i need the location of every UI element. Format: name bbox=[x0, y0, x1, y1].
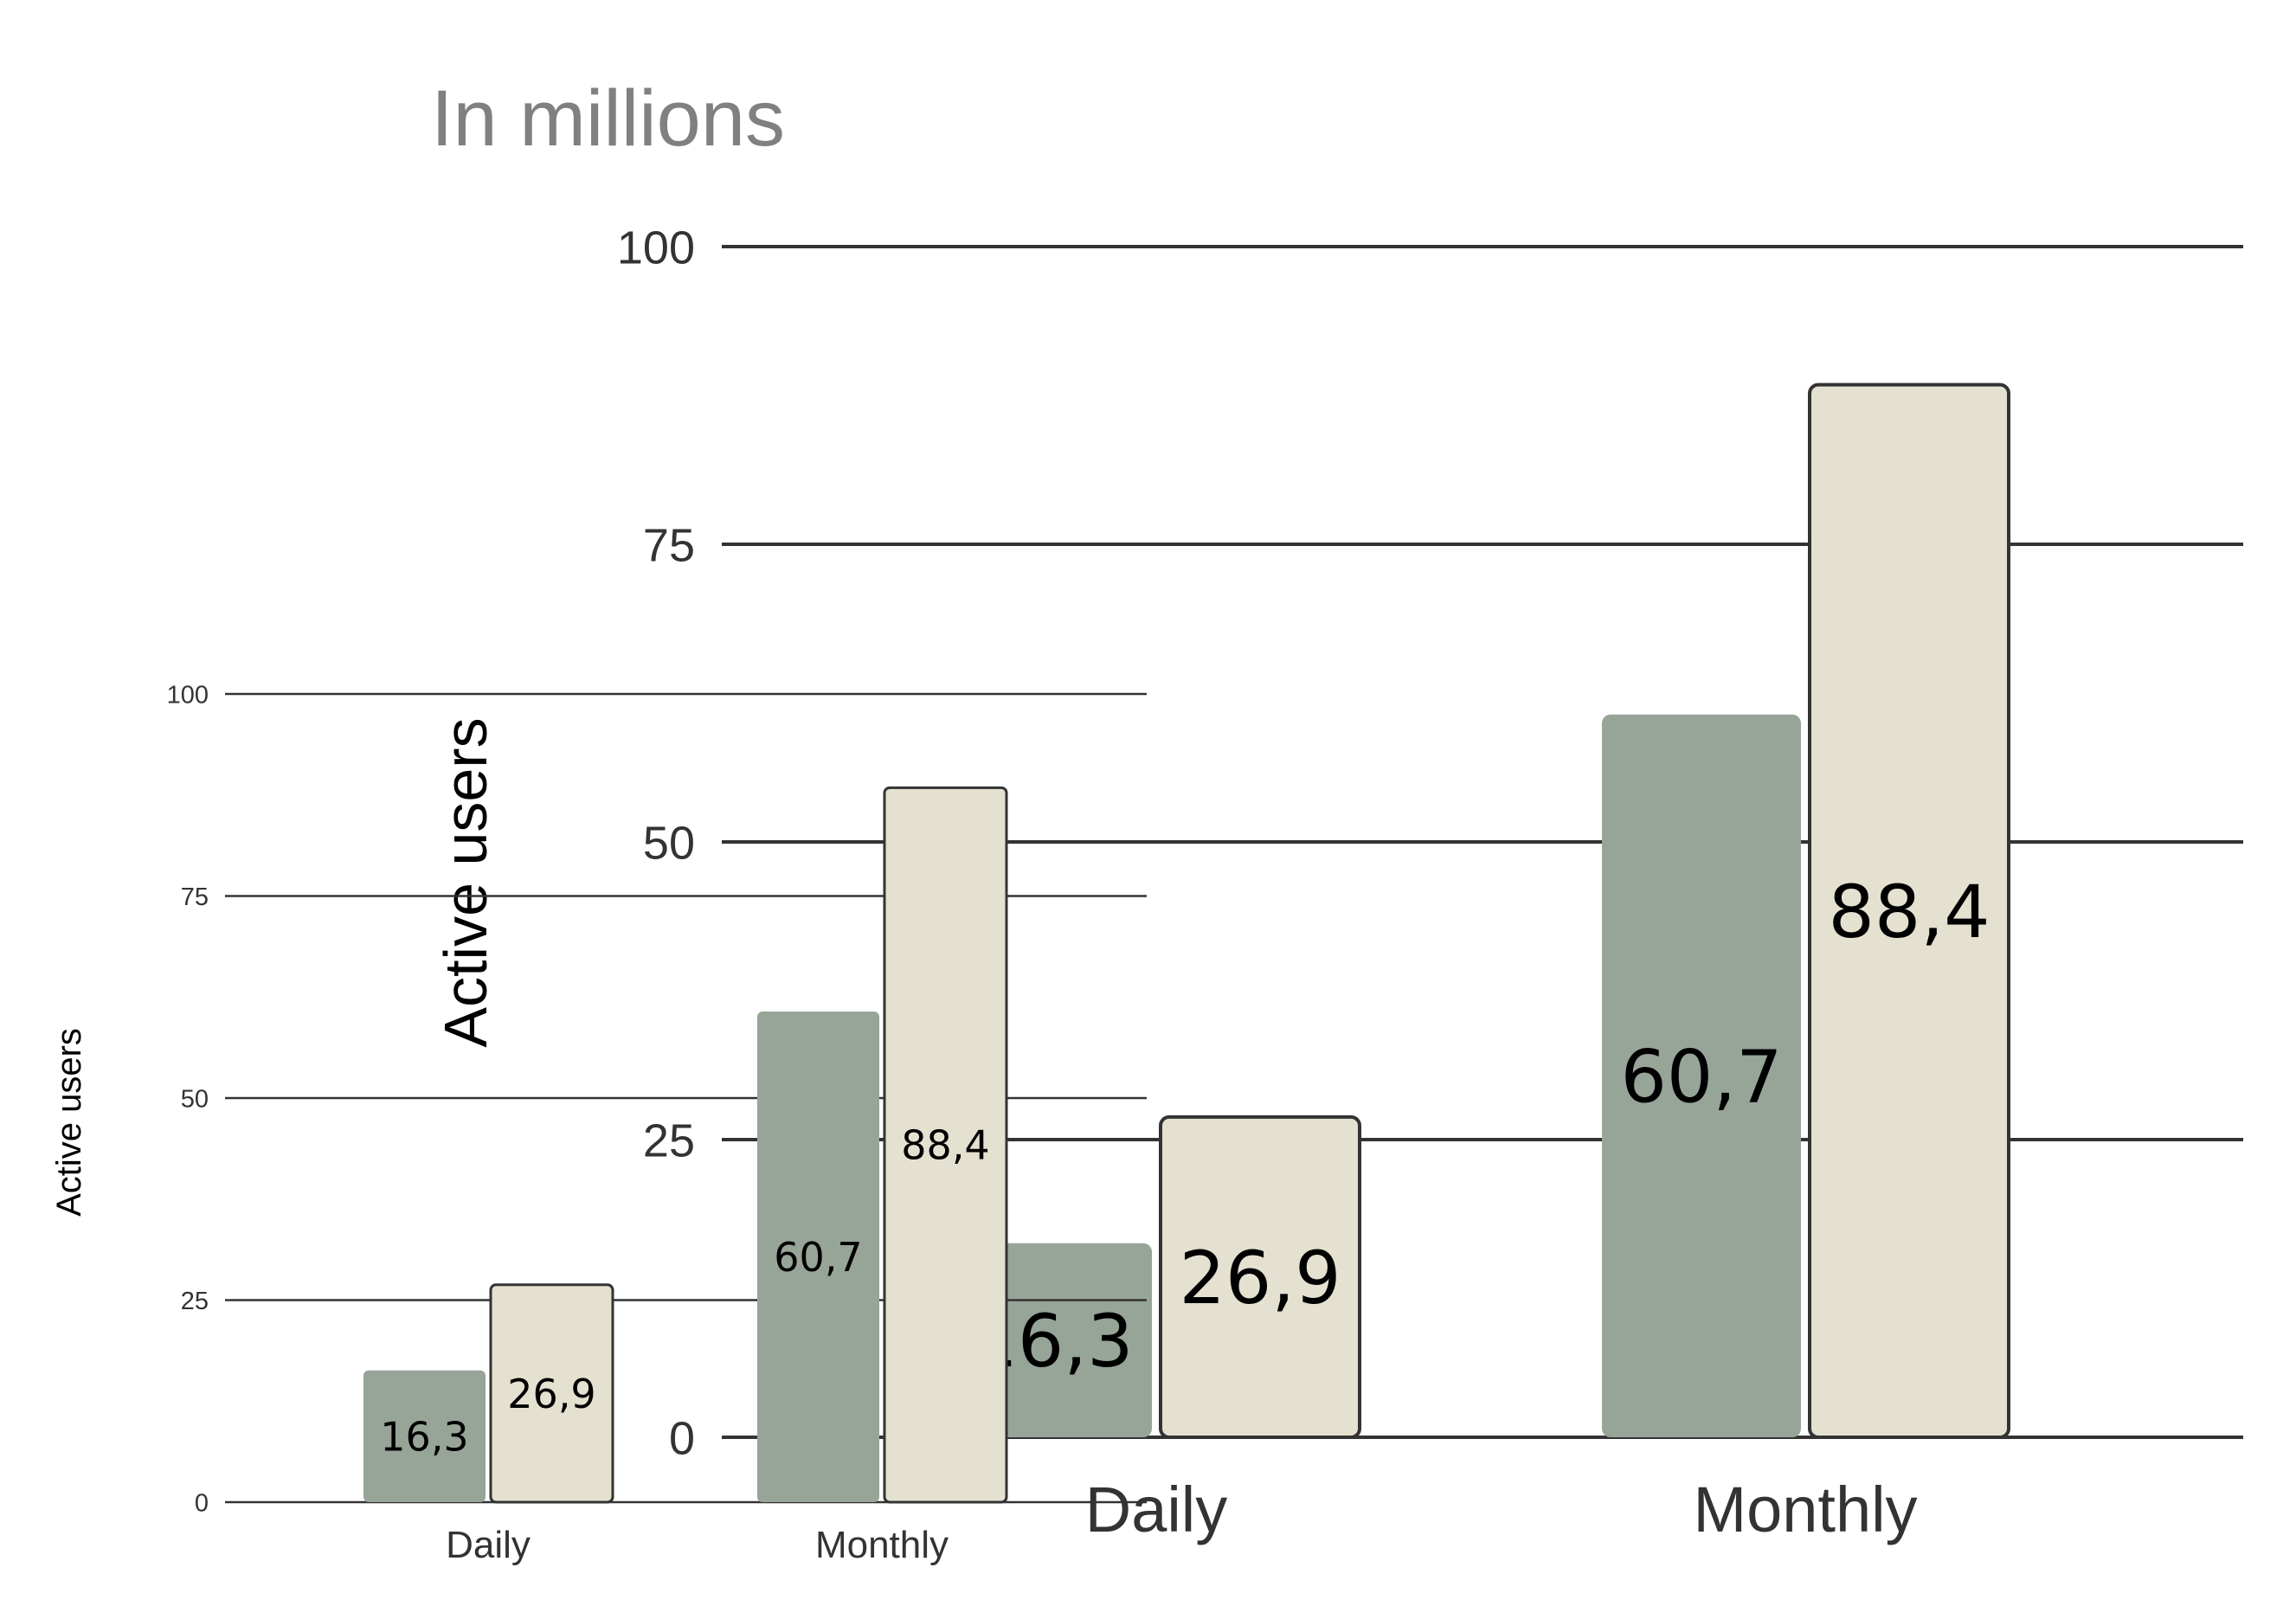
y-axis-label: Active users bbox=[50, 1028, 88, 1217]
y-tick-label: 25 bbox=[643, 1115, 695, 1166]
main-bar-chart: 025507510016,326,9Daily60,788,4MonthlyAc… bbox=[432, 222, 2243, 1545]
y-tick-label: 50 bbox=[181, 1085, 209, 1113]
y-tick-label: 75 bbox=[643, 519, 695, 571]
data-label: 88,4 bbox=[1828, 870, 1990, 954]
y-tick-label: 0 bbox=[195, 1489, 209, 1517]
small-bar-chart: 0 25 50 75 100 16,3 26,9 Daily 60,7 88,4 Monthly Ac… bbox=[50, 681, 1147, 1566]
y-axis-label: Active users bbox=[432, 717, 499, 1047]
bar-monthly-series-2 bbox=[883, 786, 1008, 1504]
bar-monthly-series-1 bbox=[1602, 714, 1801, 1437]
bar-daily-series-1 bbox=[363, 1370, 486, 1502]
x-tick-label: Monthly bbox=[1693, 1474, 1917, 1545]
x-tick-label: Daily bbox=[446, 1524, 531, 1566]
data-label: 26,9 bbox=[1179, 1236, 1341, 1320]
data-label: 16,3 bbox=[380, 1413, 468, 1460]
chart-title: In millions bbox=[431, 74, 785, 163]
y-tick-label: 25 bbox=[181, 1288, 209, 1315]
y-tick-label: 100 bbox=[167, 681, 209, 709]
y-tick-label: 0 bbox=[669, 1412, 695, 1464]
bar-monthly-series-2 bbox=[1808, 382, 2010, 1440]
x-tick-label: Monthly bbox=[815, 1524, 949, 1566]
bar-daily-series-2 bbox=[489, 1283, 614, 1504]
y-tick-label: 75 bbox=[181, 883, 209, 911]
bar-daily-series-2 bbox=[1159, 1115, 1361, 1439]
data-label: 88,4 bbox=[901, 1122, 989, 1169]
data-label: 60,7 bbox=[774, 1234, 862, 1281]
y-tick-label: 100 bbox=[617, 222, 695, 273]
data-label: 26,9 bbox=[507, 1371, 595, 1417]
data-label: 60,7 bbox=[1620, 1035, 1782, 1120]
x-tick-label: Daily bbox=[1085, 1474, 1227, 1545]
bar-monthly-series-1 bbox=[757, 1012, 879, 1502]
y-tick-label: 50 bbox=[643, 817, 695, 869]
